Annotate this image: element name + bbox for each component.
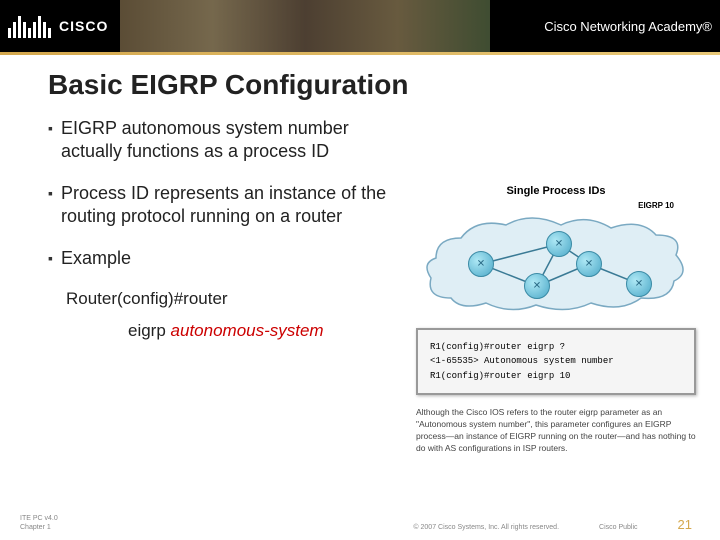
figure-area: Single Process IDs EIGRP 10 R1(config)#r… (416, 185, 696, 455)
cmd-black: eigrp (128, 321, 171, 340)
bullet-item: ▪ EIGRP autonomous system number actuall… (48, 117, 388, 164)
code-line: <1-65535> Autonomous system number (430, 354, 682, 368)
network-cloud: EIGRP 10 (416, 203, 696, 318)
bullet-text: Example (61, 247, 131, 270)
page-number: 21 (678, 517, 692, 532)
logo-text: CISCO (59, 18, 108, 34)
slide-title: Basic EIGRP Configuration (48, 69, 692, 101)
cloud-svg (416, 203, 696, 318)
figure-title: Single Process IDs (416, 185, 696, 197)
router-icon (546, 231, 572, 257)
bullet-icon: ▪ (48, 247, 53, 270)
people-photo-strip (120, 0, 490, 52)
footer-line2: Chapter 1 (20, 523, 58, 532)
code-line: R1(config)#router eigrp ? (430, 340, 682, 354)
bullet-text: Process ID represents an instance of the… (61, 182, 388, 229)
footer-line1: ITE PC v4.0 (20, 514, 58, 523)
router-icon (524, 273, 550, 299)
footer-copyright: © 2007 Cisco Systems, Inc. All rights re… (413, 524, 559, 531)
cisco-logo: CISCO (8, 14, 108, 38)
bullet-icon: ▪ (48, 117, 53, 164)
bullet-text: EIGRP autonomous system number actually … (61, 117, 388, 164)
bullet-item: ▪ Example (48, 247, 388, 270)
footer-label: Cisco Public (599, 524, 638, 531)
academy-text: Cisco Networking Academy® (544, 19, 712, 34)
header-bar: CISCO Cisco Networking Academy® (0, 0, 720, 52)
cmd-red: autonomous-system (171, 321, 324, 340)
eigrp-label: EIGRP 10 (638, 201, 674, 210)
footer-right: © 2007 Cisco Systems, Inc. All rights re… (413, 517, 692, 532)
bullet-icon: ▪ (48, 182, 53, 229)
footer: ITE PC v4.0 Chapter 1 © 2007 Cisco Syste… (0, 514, 720, 532)
cisco-bars-icon (8, 14, 51, 38)
router-icon (626, 271, 652, 297)
router-icon (468, 251, 494, 277)
bullet-item: ▪ Process ID represents an instance of t… (48, 182, 388, 229)
figure-note: Although the Cisco IOS refers to the rou… (416, 407, 696, 455)
footer-left: ITE PC v4.0 Chapter 1 (20, 514, 58, 532)
code-box: R1(config)#router eigrp ? <1-65535> Auto… (416, 328, 696, 395)
router-icon (576, 251, 602, 277)
code-line: R1(config)#router eigrp 10 (430, 369, 682, 383)
